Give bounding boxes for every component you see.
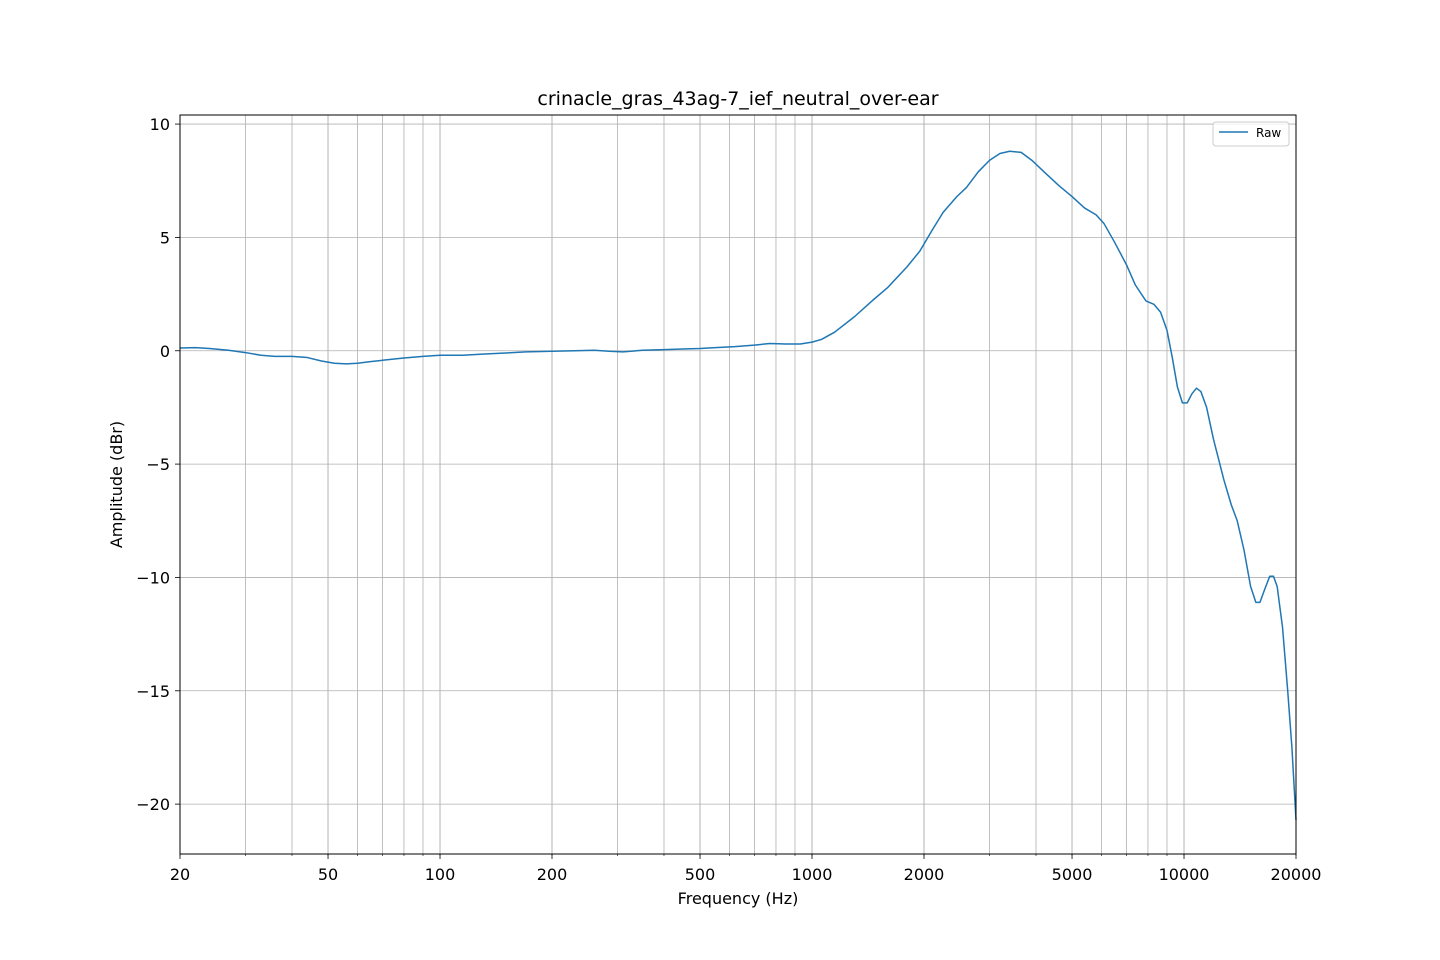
x-tick-label: 200 xyxy=(537,865,568,884)
legend: Raw xyxy=(1212,121,1290,147)
x-tick-label: 20000 xyxy=(1271,865,1322,884)
chart-title: crinacle_gras_43ag-7_ief_neutral_over-ea… xyxy=(537,88,938,110)
y-tick-label: 5 xyxy=(160,228,170,247)
y-axis-label: Amplitude (dBr) xyxy=(107,421,126,548)
x-tick-label: 10000 xyxy=(1159,865,1210,884)
x-tick-label: 5000 xyxy=(1052,865,1093,884)
y-tick-label: 10 xyxy=(150,115,170,134)
legend-label-raw: Raw xyxy=(1256,126,1281,140)
x-tick-label: 100 xyxy=(425,865,456,884)
x-tick-label: 1000 xyxy=(792,865,833,884)
x-tick-label: 50 xyxy=(318,865,338,884)
plot-area-frame xyxy=(179,114,1297,855)
y-tick-label: −15 xyxy=(136,682,170,701)
x-tick-label: 500 xyxy=(685,865,716,884)
x-tick-label: 2000 xyxy=(904,865,945,884)
series-layer xyxy=(179,150,1297,821)
y-tick-label: −10 xyxy=(136,568,170,587)
grid-lines xyxy=(179,115,1297,854)
y-tick-label: −20 xyxy=(136,795,170,814)
x-axis-label: Frequency (Hz) xyxy=(678,889,799,908)
y-tick-label: −5 xyxy=(146,455,170,474)
x-tick-label: 20 xyxy=(170,865,190,884)
series-line-raw xyxy=(179,150,1297,821)
axis-ticks: 20 50 100 200 500 1000 2000 5000 10000 200001050−… xyxy=(136,115,1321,884)
y-tick-label: 0 xyxy=(160,342,170,361)
legend-box xyxy=(1212,121,1290,147)
